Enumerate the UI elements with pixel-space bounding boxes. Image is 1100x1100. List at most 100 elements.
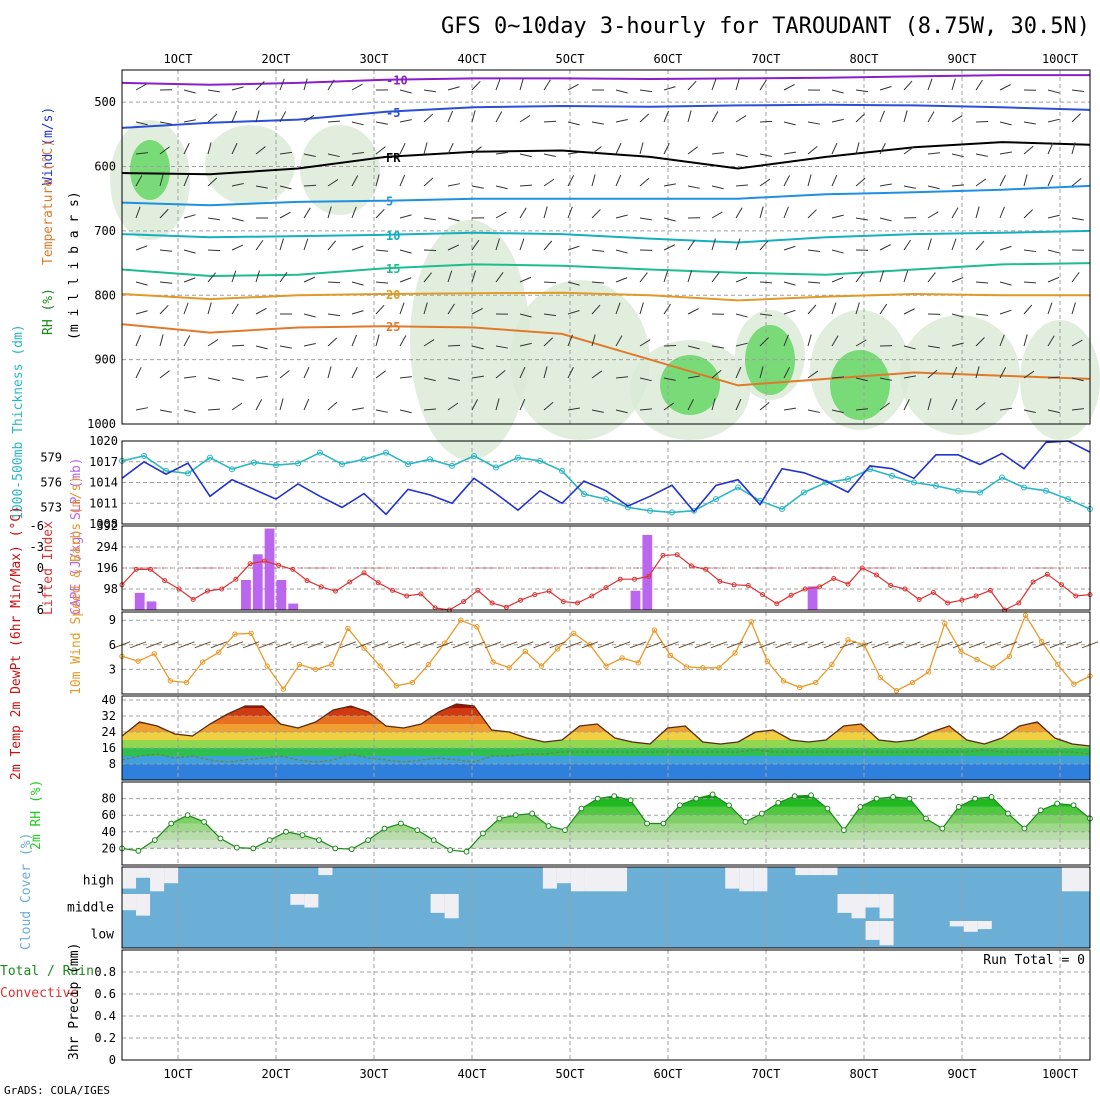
wind-barb <box>759 206 764 219</box>
wind-barb <box>591 334 596 347</box>
isotherm-line <box>121 323 1091 387</box>
wind-barb <box>975 153 988 157</box>
surface-wind-barb <box>968 641 986 649</box>
isotherm-line <box>121 103 1091 129</box>
wind-barb <box>711 369 722 379</box>
thickness-marker <box>581 491 587 498</box>
rh-fill-band <box>122 848 1090 865</box>
wind-speed-marker <box>264 663 270 669</box>
wind-barb <box>975 313 988 316</box>
thickness-marker <box>999 474 1005 481</box>
cape-bar <box>146 601 157 610</box>
wind-speed-marker <box>474 624 480 630</box>
wind-barb <box>735 78 740 91</box>
wind-barb <box>231 270 237 283</box>
bottom-date-label: 5OCT <box>556 1067 585 1081</box>
wind-barb <box>735 313 748 318</box>
wind-barb <box>591 409 604 413</box>
thickness-marker <box>889 472 895 479</box>
wind-barb <box>135 152 148 155</box>
rh-marker <box>201 818 207 825</box>
surface-wind-barb <box>597 641 615 649</box>
wind-barb <box>639 377 652 382</box>
thickness-marker <box>559 467 565 474</box>
lifted-index-marker <box>546 588 552 594</box>
wind-barb <box>159 121 172 125</box>
wind-speed-marker <box>925 669 932 675</box>
lifted-index-marker <box>845 581 851 587</box>
rh-marker <box>775 799 782 806</box>
wind-speed-marker <box>635 660 641 666</box>
wind-barb <box>879 183 892 187</box>
rh-marker <box>890 794 897 800</box>
surface-wind-barb <box>807 641 824 649</box>
lifted-index-marker <box>774 601 780 607</box>
slp-tick-label: 1008 <box>89 517 118 531</box>
wind-barb <box>423 177 434 187</box>
wind-barb <box>1023 121 1036 125</box>
surface-wind-barb <box>855 641 873 649</box>
wind-barb <box>951 115 963 123</box>
pressure-tick-label: 600 <box>94 160 116 174</box>
wind-barb <box>543 153 556 157</box>
wind-barb <box>351 245 364 251</box>
wind-barb <box>135 310 148 315</box>
wind-barb <box>615 174 622 187</box>
wind-speed-marker <box>764 658 771 664</box>
thickness-marker <box>229 466 235 473</box>
rh-fill-band <box>122 831 1090 841</box>
wind-barb <box>351 121 364 126</box>
wind-barb <box>735 398 742 411</box>
wind-barb <box>399 249 412 254</box>
wind-barb <box>927 211 939 219</box>
lifted-index-marker <box>575 600 581 606</box>
surface-wind-barb <box>339 641 357 649</box>
wind-barb <box>999 334 1005 347</box>
surface-wind-barb <box>1049 641 1066 649</box>
wind-speed-marker <box>603 663 609 669</box>
wind-barb <box>183 174 190 187</box>
wind-barb <box>903 80 913 91</box>
lifted-index-marker <box>731 582 737 588</box>
wind-barb <box>879 270 885 283</box>
wind-speed-marker <box>312 666 319 673</box>
thickness-marker <box>801 489 807 496</box>
rh-marker <box>1005 810 1011 817</box>
wind-barb <box>447 217 460 222</box>
wind-speed-marker <box>990 665 996 671</box>
thickness-axis-label: 1000-500mb Thickness (dm) <box>11 324 26 520</box>
wind-speed-marker <box>1038 638 1045 645</box>
cape-bar <box>241 580 251 610</box>
wind-barb <box>1023 209 1033 219</box>
wind-barb <box>807 370 819 379</box>
wind-barb <box>423 217 436 221</box>
thickness-marker <box>295 460 301 467</box>
rh-marker <box>824 805 831 812</box>
isotherm-line <box>121 141 1091 176</box>
wind-barb <box>663 143 670 155</box>
lifted-index-marker <box>589 593 595 599</box>
wind-speed-marker <box>619 655 625 661</box>
wind-barb <box>567 175 575 187</box>
wind-barb <box>495 370 506 379</box>
slp-axis-label: SLP (mb) <box>69 457 84 520</box>
wind-barb <box>255 399 263 411</box>
wind-barb <box>927 152 940 155</box>
wind-barb <box>687 146 698 155</box>
li-tick-label: -3 <box>30 540 44 554</box>
surface-wind-barb <box>1065 641 1083 649</box>
wind-speed-marker <box>329 661 335 668</box>
wind-barb <box>183 409 196 414</box>
upper-wind-axis-label: Wind (m/s) <box>41 107 56 185</box>
wind-barb <box>1047 142 1054 155</box>
cloud-cover-block <box>613 867 628 892</box>
wind-barb <box>567 245 580 251</box>
wind-barb <box>639 302 644 315</box>
rh-shading <box>410 220 530 460</box>
panel-frame <box>121 69 1091 425</box>
wind-barb <box>351 281 364 286</box>
wind-barb <box>615 277 628 283</box>
cloud-cover-block <box>570 867 585 892</box>
cloud-cover-block <box>444 894 459 919</box>
wind-barb <box>183 335 191 347</box>
